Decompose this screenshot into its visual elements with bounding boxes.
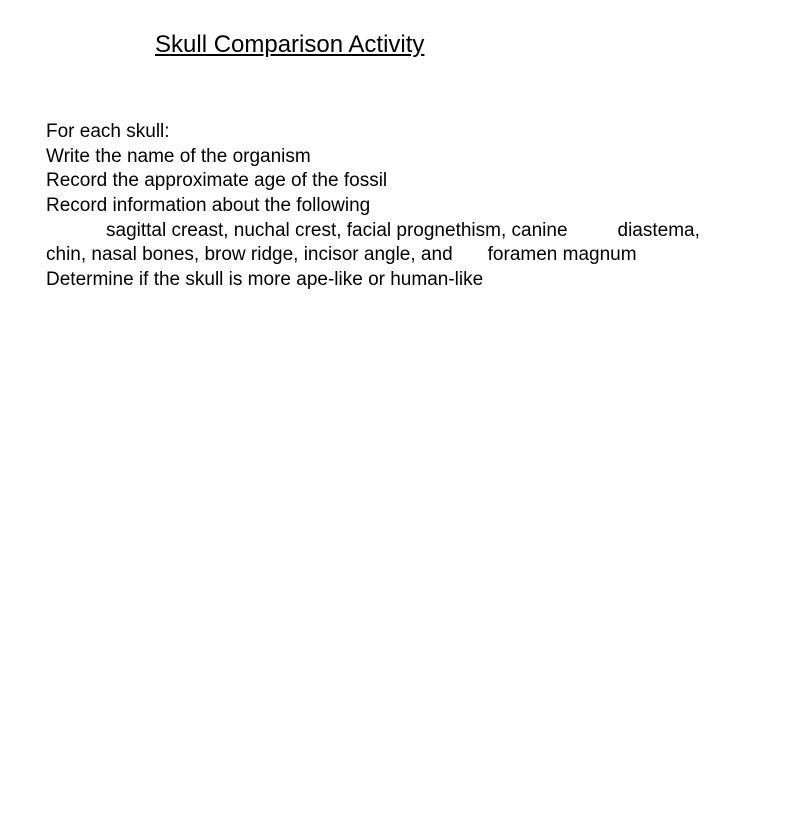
instruction-line: chin, nasal bones, brow ridge, incisor a… (46, 243, 780, 268)
instruction-line-indented: sagittal creast, nuchal crest, facial pr… (46, 219, 780, 244)
text-segment: sagittal creast, nuchal crest, facial pr… (106, 220, 568, 241)
page-title: Skull Comparison Activity (155, 31, 424, 59)
instruction-line: Record the approximate age of the fossil (46, 169, 780, 194)
instruction-line: Write the name of the organism (46, 145, 780, 170)
text-segment: diastema, (618, 220, 700, 241)
text-segment: foramen magnum (488, 244, 637, 265)
instruction-line: Determine if the skull is more ape-like … (46, 268, 780, 293)
instructions-block: For each skull: Write the name of the or… (46, 120, 780, 293)
instruction-line: Record information about the following (46, 194, 780, 219)
intro-line: For each skull: (46, 120, 780, 145)
text-segment: chin, nasal bones, brow ridge, incisor a… (46, 244, 453, 265)
